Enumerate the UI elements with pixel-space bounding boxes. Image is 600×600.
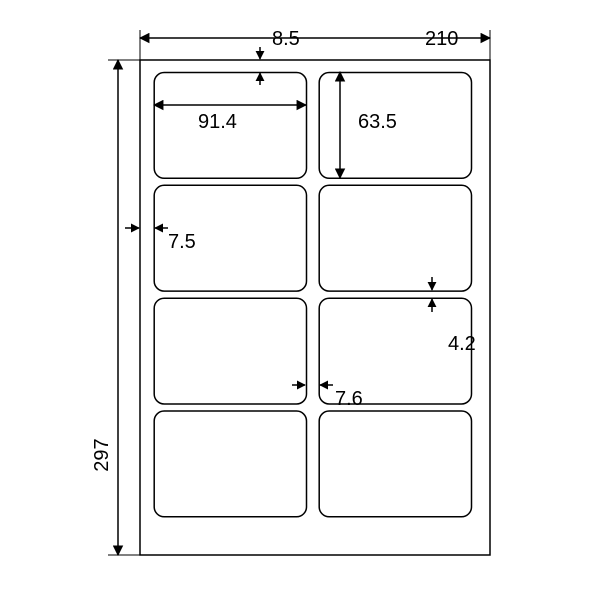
- dimension-diagram: 210 297 8.5 91.4 63.5 7.5 4.2 7.6: [0, 0, 600, 600]
- dim-sheet-width: 210: [425, 28, 458, 50]
- label-cell: [154, 411, 306, 517]
- label-cell: [319, 185, 471, 291]
- dim-v-gap: 4.2: [448, 333, 476, 355]
- dim-top-margin: 8.5: [272, 28, 300, 50]
- label-cell: [154, 298, 306, 404]
- dim-cell-height: 63.5: [358, 111, 397, 133]
- dim-cell-width: 91.4: [198, 111, 237, 133]
- label-cell: [319, 411, 471, 517]
- dim-sheet-height: 297: [91, 438, 113, 471]
- dim-h-gap: 7.6: [335, 388, 363, 410]
- dim-left-margin: 7.5: [168, 231, 196, 253]
